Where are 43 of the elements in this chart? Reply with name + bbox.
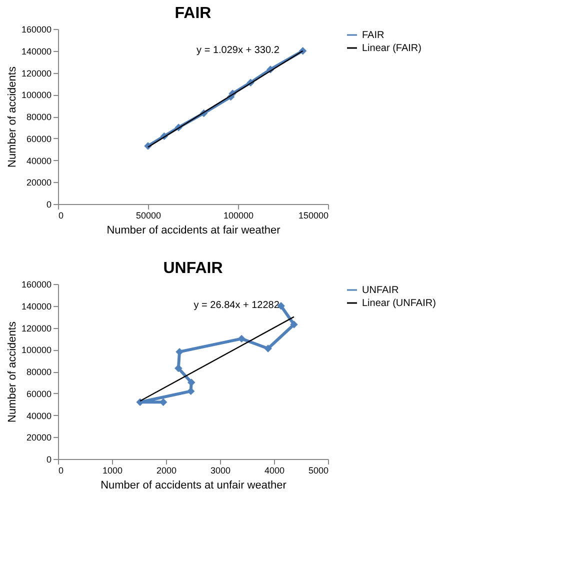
y-axis-title: Number of accidents — [6, 321, 18, 422]
point — [264, 344, 272, 352]
x-tick-label: 0 — [58, 466, 64, 476]
y-tick-label: 100000 — [21, 345, 52, 356]
y-tick-label: 40000 — [26, 156, 52, 166]
x-axis-title: Number of accidents at unfair weather — [100, 480, 287, 492]
y-tick-label: 140000 — [21, 46, 52, 56]
point — [238, 334, 246, 343]
x-tick-label: 1000 — [102, 466, 123, 476]
chart-title: UNFAIR — [163, 260, 224, 277]
point — [290, 320, 298, 328]
x-tick-label: 100000 — [223, 210, 254, 220]
annotation: y = 26.84x + 12282 — [194, 300, 280, 311]
x-tick-label: 0 — [58, 210, 64, 220]
chart-title: FAIR — [174, 5, 212, 22]
legend-label: Linear (FAIR) — [362, 43, 422, 54]
x-axis-title: Number of accidents at fair weather — [106, 224, 281, 236]
y-tick-label: 80000 — [26, 367, 52, 377]
annotation: y = 1.029x + 330.2 — [196, 45, 280, 56]
y-tick-label: 60000 — [26, 388, 52, 399]
x-tick-label: 4000 — [264, 466, 285, 476]
legend-label: FAIR — [362, 30, 384, 41]
y-tick-label: 160000 — [21, 24, 52, 34]
legend-label: Linear (UNFAIR) — [362, 298, 436, 309]
x-tick-label: 2000 — [156, 466, 177, 476]
y-tick-label: 80000 — [26, 112, 52, 122]
legend-label: UNFAIR — [362, 285, 399, 296]
x-tick-label: 150000 — [298, 210, 328, 220]
y-tick-label: 20000 — [26, 178, 52, 188]
x-tick-label: 50000 — [136, 210, 162, 220]
y-tick-label: 0 — [46, 200, 52, 210]
y-tick-label: 100000 — [21, 90, 52, 100]
y-tick-label: 60000 — [26, 134, 52, 144]
x-tick-label: 5000 — [308, 466, 328, 476]
y-tick-label: 140000 — [21, 301, 52, 312]
y-tick-label: 160000 — [21, 280, 52, 290]
y-tick-label: 40000 — [26, 410, 52, 421]
y-tick-label: 120000 — [21, 323, 52, 334]
y-tick-label: 120000 — [21, 68, 52, 78]
x-tick-label: 3000 — [210, 466, 231, 476]
y-tick-label: 20000 — [26, 432, 52, 443]
y-axis-title: Number of accidents — [6, 66, 18, 168]
y-tick-label: 0 — [46, 454, 52, 464]
